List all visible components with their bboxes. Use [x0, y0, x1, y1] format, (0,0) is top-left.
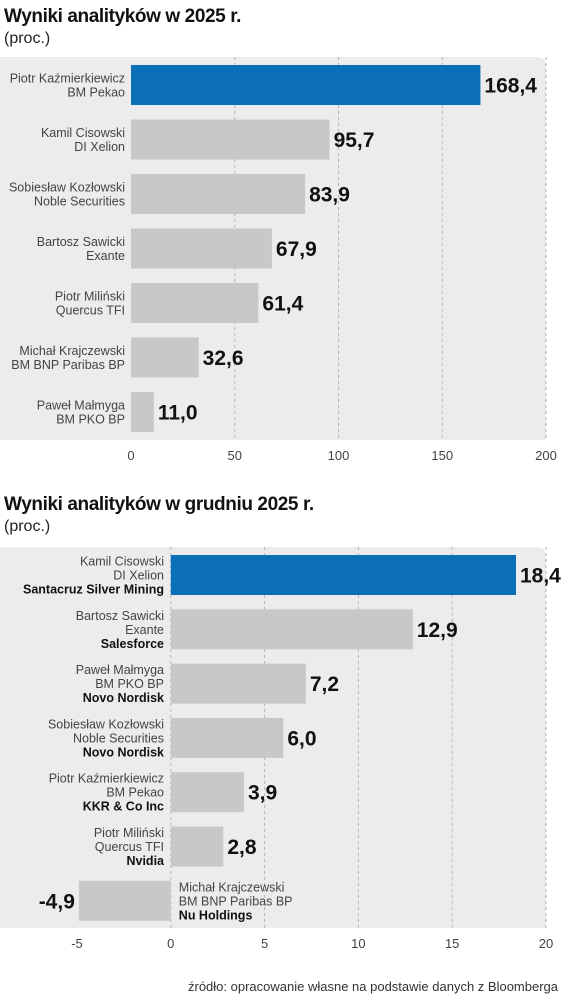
chart2-pick-label: Nvidia	[126, 854, 165, 868]
chart2-value-label: 18,4	[520, 565, 561, 588]
chart1-bar	[131, 174, 306, 214]
chart2-bar	[170, 772, 244, 813]
chart2-category-label: Michał Krajczewski	[179, 880, 285, 894]
chart2-pick-label: Salesforce	[101, 637, 164, 651]
chart2-tick-label: 0	[167, 936, 174, 951]
chart2-pick-label: Novo Nordisk	[83, 691, 164, 705]
chart1-subtitle: (proc.)	[4, 30, 51, 47]
chart2-category-label: Exante	[125, 623, 164, 637]
chart1-value-label: 11,0	[158, 402, 198, 425]
chart2-subtitle: (proc.)	[4, 518, 51, 535]
chart1-bar	[131, 119, 330, 160]
chart1-value-label: 168,4	[484, 75, 537, 98]
chart2-category-label: Noble Securities	[73, 731, 164, 745]
chart2-value-label: 6,0	[287, 727, 316, 750]
chart1-title: Wyniki analityków w 2025 r.	[4, 6, 242, 27]
chart1-tick-label: 50	[228, 448, 242, 463]
chart1-value-label: 61,4	[262, 293, 303, 316]
chart2-tick-label: 10	[351, 936, 365, 951]
chart2-bar	[170, 609, 413, 650]
chart2-category-label: Sobiesław Kozłowski	[48, 717, 164, 731]
chart2-category-label: BM BNP Paribas BP	[179, 894, 293, 908]
chart1-category-label: Bartosz Sawicki	[37, 235, 125, 249]
chart1-category-label: Sobiesław Kozłowski	[9, 181, 125, 195]
chart1-tick-label: 150	[431, 448, 453, 463]
chart1-value-label: 67,9	[276, 238, 317, 261]
chart1-category-label: Piotr Miliński	[55, 290, 125, 304]
chart1-category-label: Noble Securities	[34, 195, 125, 209]
chart1-tick-label: 0	[127, 448, 134, 463]
chart1-category-label: Piotr Kaźmierkiewicz	[10, 72, 125, 86]
chart1-category-label: Exante	[86, 249, 125, 263]
chart2-category-label: Piotr Kaźmierkiewicz	[49, 772, 164, 786]
chart2-category-label: Kamil Cisowski	[80, 555, 164, 569]
chart2-title: Wyniki analityków w grudniu 2025 r.	[4, 494, 314, 515]
chart1-category-label: Paweł Małmyga	[37, 399, 125, 413]
chart2-bar	[170, 826, 224, 867]
chart2-bar	[170, 663, 306, 704]
chart2-category-label: Quercus TFI	[95, 840, 164, 854]
chart2-value-label: 7,2	[310, 673, 339, 696]
chart2-value-label: -4,9	[39, 890, 75, 913]
chart1-value-label: 32,6	[203, 347, 244, 370]
chart2-pick-label: Novo Nordisk	[83, 745, 164, 759]
chart2-tick-label: 20	[539, 936, 553, 951]
chart1-category-label: BM PKO BP	[56, 413, 125, 427]
chart1-value-label: 83,9	[309, 184, 350, 207]
chart1-tick-label: 100	[328, 448, 350, 463]
chart2-tick-label: 15	[445, 936, 459, 951]
chart1-category-label: Michał Krajczewski	[19, 344, 125, 358]
chart2-bar	[78, 880, 171, 921]
chart2-category-label: Bartosz Sawicki	[76, 609, 164, 623]
chart2-bar	[170, 717, 284, 758]
source-note: źródło: opracowanie własne na podstawie …	[188, 979, 558, 994]
chart2-category-label: Piotr Miliński	[94, 826, 164, 840]
chart1-category-label: DI Xelion	[74, 140, 125, 154]
chart2-value-label: 12,9	[417, 619, 458, 642]
chart1-category-label: Quercus TFI	[56, 304, 125, 318]
chart2-category-label: Paweł Małmyga	[76, 663, 164, 677]
chart1-bar	[131, 283, 259, 323]
chart1-category-label: BM Pekao	[67, 86, 125, 100]
chart2-value-label: 2,8	[227, 836, 257, 859]
chart2-value-label: 3,9	[248, 782, 277, 805]
chart2-bar	[170, 555, 516, 595]
chart2-category-label: DI Xelion	[113, 569, 164, 583]
chart2-pick-label: Nu Holdings	[179, 908, 253, 922]
chart1-category-label: Kamil Cisowski	[41, 126, 125, 140]
chart1-tick-label: 200	[535, 448, 557, 463]
chart1-bar	[131, 65, 481, 105]
chart2-category-label: BM PKO BP	[95, 677, 164, 691]
chart2-tick-label: 5	[261, 936, 268, 951]
chart1-bar	[131, 228, 272, 269]
chart2-pick-label: KKR & Co Inc	[83, 800, 164, 814]
chart2-category-label: BM Pekao	[106, 786, 164, 800]
chart2-pick-label: Santacruz Silver Mining	[23, 583, 164, 597]
chart1-bar	[131, 337, 199, 378]
chart1-category-label: BM BNP Paribas BP	[11, 358, 125, 372]
chart1-value-label: 95,7	[334, 129, 375, 152]
chart1-bar	[131, 392, 154, 432]
chart2-tick-label: -5	[71, 936, 83, 951]
